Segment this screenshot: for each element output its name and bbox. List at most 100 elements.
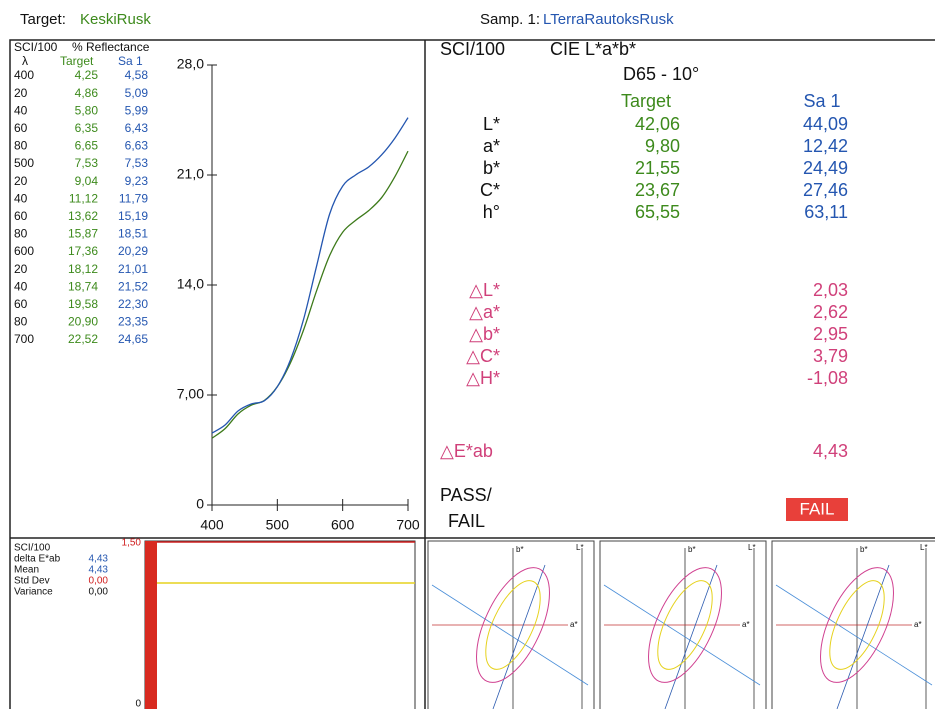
- table-value: 15,19: [118, 209, 148, 223]
- delta-value: 2,95: [813, 324, 848, 344]
- inner-ellipse: [485, 580, 541, 670]
- stat-value: 0,00: [89, 576, 109, 587]
- inner-ellipse: [829, 580, 885, 670]
- sample-name: LTerraRautoksRusk: [543, 11, 674, 28]
- delta-label: △b*: [469, 324, 500, 344]
- sample-value: 24,49: [803, 158, 848, 178]
- column-header: Target: [621, 91, 671, 111]
- wavelength: 600: [14, 244, 34, 258]
- delta-value: 2,62: [813, 302, 848, 322]
- wavelength: 40: [14, 279, 28, 293]
- table-value: 5,09: [125, 86, 149, 100]
- chart-title: % Reflectance: [72, 40, 150, 54]
- wavelength: 60: [14, 297, 28, 311]
- table-value: 21,52: [118, 279, 148, 293]
- delta-label: △L*: [469, 280, 500, 300]
- table-value: 9,23: [125, 174, 149, 188]
- mode: SCI/100: [14, 543, 51, 554]
- target-value: 23,67: [635, 180, 680, 200]
- stat-label: Mean: [14, 565, 39, 576]
- table-value: 4,25: [75, 68, 99, 82]
- reflectance-curve: [211, 117, 409, 434]
- axis-label: L*: [576, 543, 584, 552]
- table-value: 5,99: [125, 103, 149, 117]
- x-tick-label: 400: [200, 517, 224, 533]
- table-value: 22,52: [68, 332, 98, 346]
- y-tick-label: 7,00: [177, 386, 204, 402]
- hue-line: [431, 584, 589, 686]
- chroma-line: [492, 564, 546, 709]
- table-value: 11,79: [119, 191, 148, 205]
- table-value: 6,63: [125, 139, 149, 153]
- hue-line: [775, 584, 933, 686]
- reflectance-curve: [211, 150, 409, 439]
- wavelength: 40: [14, 103, 28, 117]
- table-value: 11,12: [69, 191, 98, 205]
- table-value: 23,35: [118, 315, 148, 329]
- row-label: h°: [483, 202, 500, 222]
- delta-e-value: 4,43: [813, 441, 848, 461]
- axis-label: a*: [742, 620, 750, 629]
- column-header: Sa 1: [803, 91, 840, 111]
- table-value: 15,87: [68, 227, 98, 241]
- target-value: 65,55: [635, 202, 680, 222]
- delta-value: 2,03: [813, 280, 848, 300]
- chroma-line: [836, 564, 890, 709]
- target-value: 42,06: [635, 114, 680, 134]
- y-tick-label: 28,0: [177, 56, 204, 72]
- table-value: 18,12: [68, 262, 98, 276]
- table-value: 13,62: [68, 209, 98, 223]
- column-header: Target: [60, 54, 94, 68]
- row-label: b*: [483, 158, 500, 178]
- stat-value: 4,43: [89, 554, 109, 565]
- result-badge: [786, 498, 848, 521]
- wavelength: 80: [14, 139, 28, 153]
- table-value: 7,53: [75, 156, 99, 170]
- wavelength: 20: [14, 86, 28, 100]
- axis-label: b*: [516, 545, 524, 554]
- illuminant: D65 - 10°: [623, 64, 699, 84]
- zero-label: 0: [135, 699, 141, 709]
- sample-value: 63,11: [804, 202, 848, 222]
- chroma-line: [664, 564, 718, 709]
- axis-label: a*: [570, 620, 578, 629]
- sample-value: 44,09: [803, 114, 848, 134]
- sample-value: 27,46: [803, 180, 848, 200]
- ellipse-box: [427, 540, 595, 709]
- row-label: a*: [483, 136, 500, 156]
- target-value: 9,80: [645, 136, 680, 156]
- table-value: 6,43: [125, 121, 149, 135]
- axis-label: b*: [688, 545, 696, 554]
- table-value: 4,58: [125, 68, 149, 82]
- stat-label: delta E*ab: [14, 554, 61, 565]
- x-tick-label: 600: [331, 517, 355, 533]
- target-label: Target:: [20, 11, 66, 28]
- pass-fail-label: FAIL: [448, 511, 485, 531]
- tolerance-ellipse: [820, 567, 894, 683]
- table-value: 19,58: [68, 297, 98, 311]
- table-value: 6,35: [75, 121, 99, 135]
- wavelength: 400: [14, 68, 34, 82]
- delta-value: -1,08: [807, 368, 848, 388]
- stat-value: 0,00: [89, 587, 109, 598]
- delta-value: 3,79: [813, 346, 848, 366]
- table-value: 4,86: [75, 86, 99, 100]
- x-tick-label: 700: [396, 517, 420, 533]
- inner-ellipse: [657, 580, 713, 670]
- wavelength: 20: [14, 262, 28, 276]
- sample-value: 12,42: [803, 136, 848, 156]
- table-value: 17,36: [68, 244, 98, 258]
- delta-label: △C*: [466, 346, 500, 366]
- ellipse-box: [771, 540, 935, 709]
- stat-label: Std Dev: [14, 576, 50, 587]
- target-name: KeskiRusk: [80, 11, 151, 28]
- table-value: 18,51: [118, 227, 148, 241]
- wavelength: 80: [14, 315, 28, 329]
- axis-label: L*: [920, 543, 928, 552]
- table-value: 22,30: [118, 297, 148, 311]
- stat-value: 4,43: [89, 565, 109, 576]
- column-header: Sa 1: [118, 54, 143, 68]
- wavelength: 20: [14, 174, 28, 188]
- axis-label: b*: [860, 545, 868, 554]
